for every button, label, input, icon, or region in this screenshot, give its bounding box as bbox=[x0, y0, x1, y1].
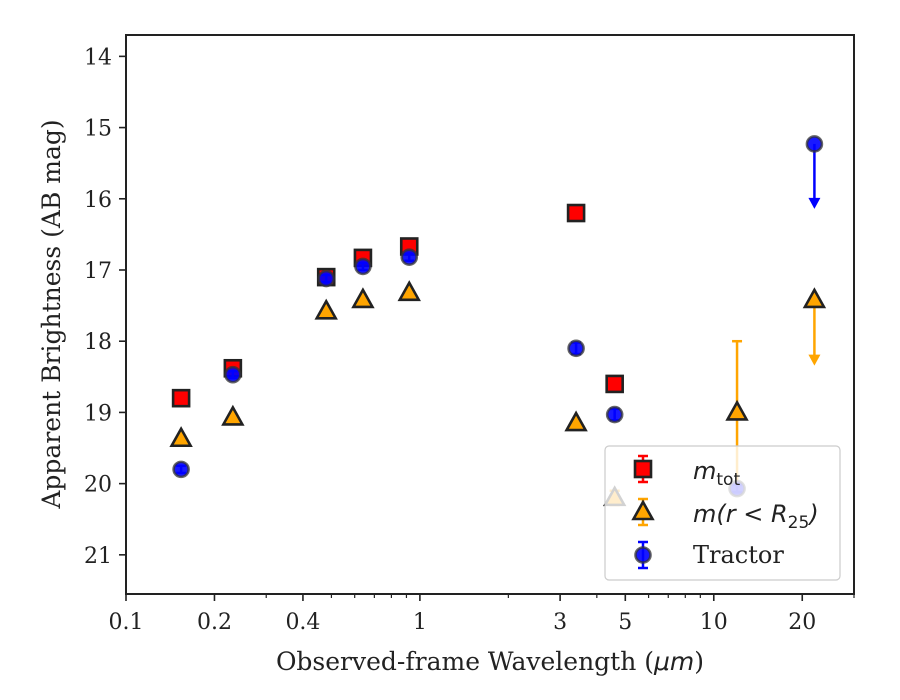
legend-marker-triangle bbox=[631, 499, 655, 521]
limit-arrow-head bbox=[808, 197, 821, 209]
y-tick-label: 21 bbox=[84, 544, 112, 569]
x-tick-label: 1 bbox=[413, 610, 427, 635]
data-point-triangle bbox=[564, 410, 588, 432]
legend-marker-square bbox=[633, 459, 653, 479]
legend-symbols bbox=[631, 454, 655, 570]
data-point-square bbox=[171, 388, 191, 408]
y-tick-label: 14 bbox=[84, 45, 112, 70]
x-tick-label: 10 bbox=[700, 610, 728, 635]
x-tick-label: 0.4 bbox=[285, 610, 320, 635]
upper-limit-point-triangle bbox=[802, 287, 827, 309]
data-point-circle bbox=[567, 339, 585, 358]
legend-marker-circle bbox=[634, 546, 652, 564]
data-point-triangle bbox=[725, 399, 749, 421]
y-axis-title: Apparent Brightness (AB mag) bbox=[37, 119, 66, 509]
data-point-circle bbox=[605, 405, 624, 424]
data-point-circle bbox=[317, 269, 336, 288]
y-tick-label: 19 bbox=[84, 401, 112, 426]
x-tick-label: 3 bbox=[553, 610, 567, 635]
data-point-triangle bbox=[351, 287, 375, 309]
data-point-circle bbox=[172, 460, 190, 479]
legend-label-tractor: Tractor bbox=[693, 541, 784, 569]
data-point-circle bbox=[224, 365, 242, 384]
series-triangle bbox=[169, 280, 827, 507]
data-point-square bbox=[605, 374, 624, 394]
y-tick-label: 16 bbox=[84, 188, 112, 213]
legend-label-m-r25: m(r < R25) bbox=[693, 500, 819, 533]
upper-limit-point-circle bbox=[805, 135, 824, 153]
y-tick-label: 18 bbox=[84, 330, 112, 355]
y-tick-label: 20 bbox=[84, 473, 112, 498]
x-tick-label: 20 bbox=[788, 610, 816, 635]
data-point-triangle bbox=[397, 280, 421, 302]
legend: mtot m(r < R25) Tractor bbox=[604, 445, 841, 581]
data-marks bbox=[169, 135, 827, 507]
x-axis-ticks: 0.1 0.2 0.4 1 3 5 10 20 bbox=[109, 594, 855, 635]
legend-label-mtot: mtot bbox=[693, 457, 740, 490]
plot-frame bbox=[125, 34, 855, 595]
y-tick-label: 15 bbox=[84, 117, 112, 142]
data-point-triangle bbox=[314, 298, 338, 320]
x-tick-label: 5 bbox=[618, 610, 632, 635]
data-point-circle bbox=[400, 248, 419, 266]
x-axis-title: Observed-frame Wavelength (μm) bbox=[276, 647, 704, 676]
limit-arrow-head bbox=[808, 354, 821, 366]
x-tick-label: 0.1 bbox=[109, 610, 144, 635]
data-point-square bbox=[566, 203, 586, 223]
legend-box bbox=[604, 445, 841, 581]
x-tick-label: 0.2 bbox=[197, 610, 232, 635]
data-point-circle bbox=[354, 257, 372, 276]
data-point-triangle bbox=[169, 426, 193, 448]
data-point-triangle bbox=[221, 404, 245, 426]
y-axis-ticks: 14 15 16 17 18 19 20 21 bbox=[84, 45, 126, 569]
y-tick-label: 17 bbox=[84, 259, 112, 284]
